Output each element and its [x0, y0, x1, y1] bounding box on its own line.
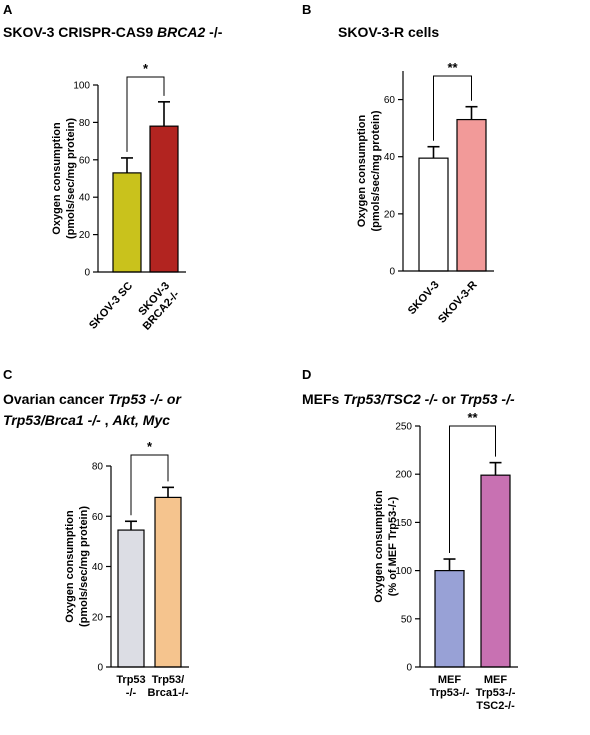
y-tick-label: 80	[92, 462, 104, 473]
panel-title-part: Trp53 -/- or	[108, 391, 182, 407]
y-tick-label: 0	[97, 663, 103, 674]
panel-title: MEFs Trp53/TSC2 -/- or Trp53 -/-	[302, 391, 515, 407]
x-tick-label: Trp53-/-	[476, 687, 516, 699]
panel-title-part: -/-	[205, 24, 222, 40]
panel-title-part: ,	[101, 412, 113, 428]
y-axis-label: Oxygen consumption	[373, 490, 385, 603]
y-tick-label: 20	[79, 230, 91, 241]
x-tick-label: TSC2-/-	[476, 700, 515, 712]
bar	[117, 529, 145, 668]
x-tick-label: SKOV-3 SC	[87, 280, 135, 332]
x-tick-label: Trp53/	[152, 674, 184, 686]
y-tick-label: 50	[401, 614, 413, 625]
panel-letter: A	[3, 2, 13, 17]
y-axis-label: Oxygen consumption	[51, 122, 63, 235]
y-axis-label: (pmols/sec/mg protein)	[65, 118, 77, 239]
y-tick-label: 250	[395, 422, 412, 433]
panel-title-part: SKOV-3 CRISPR-CAS9	[3, 24, 157, 40]
panel-title: SKOV-3 CRISPR-CAS9 BRCA2 -/-	[3, 24, 223, 40]
y-tick-label: 60	[384, 95, 396, 106]
panel-title-part: BRCA2	[157, 24, 205, 40]
significance-bracket	[433, 75, 472, 141]
y-tick-label: 100	[395, 566, 412, 577]
panel-a: A SKOV-3 CRISPR-CAS9 BRCA2 -/- 0 20 40 60 80 10…	[3, 2, 223, 333]
x-tick-label-line: SKOV-3 SC	[87, 280, 135, 332]
x-tick-label: -/-	[126, 687, 137, 699]
bar	[112, 172, 142, 273]
y-tick-label: 0	[389, 267, 395, 278]
y-tick-label: 40	[92, 562, 104, 573]
significance-marker: *	[147, 439, 153, 454]
panel-title-part: SKOV-3-R cells	[338, 24, 439, 40]
y-axis-label: Oxygen consumption	[64, 510, 76, 623]
y-tick-label: 20	[384, 209, 396, 220]
x-tick-label: Trp53	[116, 674, 145, 686]
y-axis-label: (pmols/sec/mg protein)	[370, 110, 382, 231]
y-tick-label: 60	[79, 155, 91, 166]
y-axis-label: (% of MEF Trp53-/-)	[387, 496, 399, 596]
significance-marker: **	[447, 60, 458, 75]
bar	[456, 118, 487, 272]
panel-b: B SKOV-3-R cells 0 20 40 60 Oxygen consumption…	[302, 2, 494, 326]
y-tick-label: 0	[406, 663, 412, 674]
x-tick-label: MEF	[484, 674, 508, 686]
bar	[434, 569, 465, 668]
panel-d: D MEFs Trp53/TSC2 -/- or Trp53 -/- 0 50 100 1…	[302, 367, 518, 712]
panel-title: Ovarian cancer Trp53 -/- or	[3, 391, 182, 407]
panel-title-part: Akt, Myc	[111, 412, 170, 428]
panel-letter: B	[302, 2, 311, 17]
bar	[480, 474, 511, 668]
panel-title-part: or	[438, 391, 460, 407]
y-axis-label: (pmols/sec/mg protein)	[78, 506, 90, 627]
y-tick-label: 0	[84, 268, 90, 279]
panel-title-part: Trp53/Brca1 -/-	[3, 412, 101, 428]
panel-title-line: Trp53/Brca1 -/- , Akt, Myc	[3, 412, 170, 428]
x-tick-label: SKOV-3-R	[436, 279, 480, 326]
bar	[154, 496, 182, 668]
x-tick-label-line: SKOV-3-R	[436, 279, 480, 326]
y-axis-label: Oxygen consumption	[356, 114, 368, 227]
panel-title-part: Ovarian cancer	[3, 391, 108, 407]
x-tick-label: SKOV-3BRCA2-/-	[131, 280, 182, 333]
y-tick-label: 200	[395, 470, 412, 481]
significance-bracket	[449, 425, 496, 554]
significance-marker: **	[467, 410, 478, 425]
significance-bracket	[126, 76, 165, 152]
panel-title: SKOV-3-R cells	[338, 24, 439, 40]
y-tick-label: 60	[92, 512, 104, 523]
panel-title-part: Trp53/TSC2 -/-	[343, 391, 438, 407]
bar	[418, 157, 449, 272]
y-tick-label: 150	[395, 518, 412, 529]
y-tick-label: 80	[79, 118, 91, 129]
panel-title-part: Trp53 -/-	[460, 391, 515, 407]
significance-marker: *	[143, 61, 149, 76]
x-tick-label: Trp53-/-	[430, 687, 470, 699]
x-tick-label: SKOV-3	[406, 279, 442, 317]
x-tick-label: Brca1-/-	[148, 687, 189, 699]
x-tick-label: MEF	[438, 674, 462, 686]
y-tick-label: 40	[79, 193, 91, 204]
panel-letter: C	[3, 367, 13, 382]
significance-bracket	[130, 454, 169, 516]
panel-letter: D	[302, 367, 311, 382]
bar	[149, 125, 179, 273]
panel-c: C Ovarian cancer Trp53 -/- or Trp53/Brca1 …	[3, 367, 189, 699]
y-tick-label: 40	[384, 152, 396, 163]
y-tick-label: 100	[73, 81, 90, 92]
panel-title-part: MEFs	[302, 391, 343, 407]
y-tick-label: 20	[92, 612, 104, 623]
x-tick-label-line: SKOV-3	[406, 279, 442, 317]
